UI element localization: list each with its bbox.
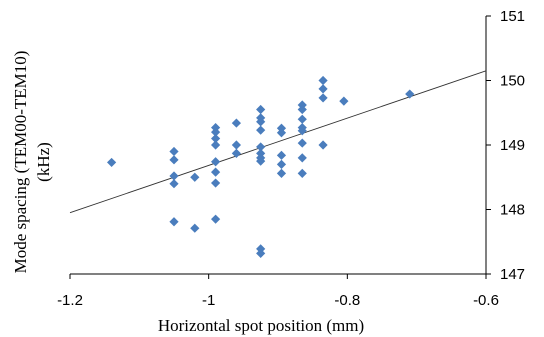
- data-markers: [107, 75, 415, 258]
- data-point-marker: [231, 118, 241, 128]
- x-tick-labels: -1.2 -1 -0.8 -0.6: [57, 274, 499, 309]
- x-tick-label: -0.8: [334, 292, 360, 309]
- data-point-marker: [256, 142, 266, 152]
- data-point-marker: [169, 171, 179, 181]
- trendline: [69, 70, 487, 214]
- data-point-marker: [297, 126, 307, 136]
- data-point-marker: [297, 153, 307, 163]
- x-tick-label: -0.6: [473, 292, 499, 309]
- data-point-marker: [190, 172, 200, 182]
- data-point-marker: [211, 167, 221, 177]
- x-tick-label: -1.2: [57, 292, 83, 309]
- data-point-marker: [211, 140, 221, 150]
- y-tick-label: 148: [500, 202, 525, 219]
- data-point-marker: [169, 146, 179, 157]
- x-tick-label: -1: [202, 292, 215, 309]
- y-tick-label: 149: [500, 137, 525, 154]
- data-point-marker: [169, 155, 179, 165]
- y-axis-title-line2: (kHz): [34, 142, 53, 182]
- data-point-marker: [256, 125, 266, 135]
- data-point-marker: [169, 179, 179, 189]
- data-point-marker: [169, 217, 179, 227]
- data-point-marker: [318, 75, 328, 86]
- data-point-marker: [211, 157, 221, 167]
- data-point-marker: [211, 214, 221, 224]
- data-point-marker: [276, 150, 287, 160]
- y-axis-title-line1: Mode spacing (TEM00-TEM10): [11, 51, 30, 274]
- data-point-marker: [231, 148, 241, 158]
- data-point-marker: [231, 140, 241, 150]
- data-point-marker: [211, 178, 221, 188]
- plot-area: [69, 16, 487, 275]
- y-tick-label: 151: [500, 8, 525, 25]
- data-point-marker: [211, 133, 221, 144]
- y-tick-label: 150: [500, 73, 525, 90]
- data-point-marker: [297, 114, 307, 124]
- y-tick-label: 147: [500, 266, 525, 283]
- data-point-marker: [276, 168, 287, 178]
- data-point-marker: [339, 96, 349, 106]
- data-point-marker: [256, 248, 266, 258]
- data-point-marker: [107, 157, 117, 168]
- data-point-marker: [256, 104, 266, 115]
- data-point-marker: [276, 159, 287, 169]
- data-point-marker: [297, 138, 307, 148]
- data-point-marker: [211, 127, 221, 137]
- data-point-marker: [256, 156, 266, 166]
- x-axis-title: Horizontal spot position (mm): [158, 316, 364, 335]
- data-point-marker: [318, 93, 328, 103]
- data-point-marker: [405, 89, 415, 99]
- data-point-marker: [256, 117, 266, 127]
- data-point-marker: [276, 128, 287, 138]
- data-point-marker: [318, 84, 328, 94]
- data-point-marker: [190, 223, 200, 233]
- data-point-marker: [297, 168, 307, 178]
- data-point-marker: [318, 140, 328, 150]
- y-tick-labels: 147 148 149 150 151: [486, 8, 525, 283]
- data-point-marker: [297, 104, 307, 115]
